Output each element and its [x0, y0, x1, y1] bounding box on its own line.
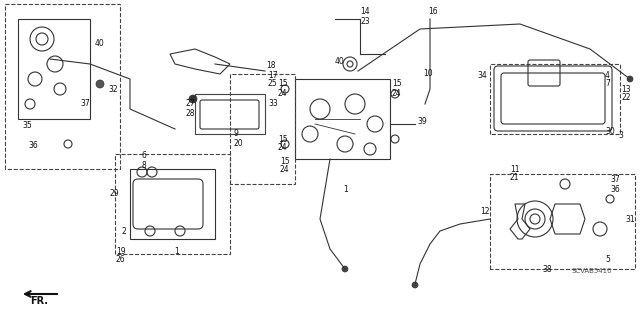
Text: 40: 40: [95, 40, 105, 48]
Text: 32: 32: [108, 85, 118, 93]
Text: 7: 7: [605, 79, 610, 88]
Text: 25: 25: [268, 79, 278, 88]
FancyArrowPatch shape: [25, 291, 57, 297]
Circle shape: [96, 80, 104, 88]
Text: 36: 36: [610, 184, 620, 194]
Text: 24: 24: [280, 166, 290, 174]
Text: 4: 4: [605, 71, 610, 80]
Text: 37: 37: [80, 100, 90, 108]
Text: 6: 6: [142, 152, 147, 160]
Text: 30: 30: [605, 127, 615, 136]
Text: 16: 16: [428, 8, 438, 17]
Text: 26: 26: [116, 256, 125, 264]
Circle shape: [627, 76, 633, 82]
Text: 11: 11: [510, 165, 520, 174]
Text: 19: 19: [116, 247, 125, 256]
Text: 1: 1: [343, 184, 348, 194]
Text: 34: 34: [477, 71, 487, 80]
Text: 8: 8: [142, 160, 147, 169]
Text: 20: 20: [233, 138, 243, 147]
Text: 35: 35: [22, 122, 32, 130]
Text: 37: 37: [610, 174, 620, 183]
Text: 5: 5: [605, 255, 610, 263]
Text: 18: 18: [266, 62, 275, 70]
Text: 15: 15: [278, 79, 287, 88]
Text: FR.: FR.: [30, 296, 48, 306]
Text: 23: 23: [360, 17, 370, 26]
Circle shape: [342, 266, 348, 272]
Text: 15: 15: [280, 157, 290, 166]
Text: 39: 39: [417, 116, 427, 125]
Text: 12: 12: [480, 206, 490, 216]
Text: 33: 33: [268, 100, 278, 108]
Circle shape: [189, 95, 197, 103]
Text: 21: 21: [510, 173, 520, 182]
Text: 13: 13: [621, 85, 630, 93]
Text: 2: 2: [121, 226, 125, 235]
Circle shape: [412, 282, 418, 288]
Text: 3: 3: [618, 131, 623, 140]
Text: 36: 36: [28, 142, 38, 151]
Text: 31: 31: [625, 214, 635, 224]
Text: 22: 22: [621, 93, 630, 102]
Text: 9: 9: [233, 130, 238, 138]
Text: 15: 15: [278, 135, 287, 144]
Text: 15: 15: [392, 79, 402, 88]
Text: 38: 38: [542, 264, 552, 273]
Text: 40: 40: [335, 56, 345, 65]
Text: 24: 24: [278, 144, 287, 152]
Text: 24: 24: [278, 88, 287, 98]
Text: 17: 17: [268, 70, 278, 79]
Text: SCVAB5410: SCVAB5410: [572, 268, 612, 274]
Text: 10: 10: [423, 70, 433, 78]
Text: 1: 1: [174, 247, 179, 256]
Text: 27: 27: [185, 100, 195, 108]
Text: 29: 29: [109, 189, 118, 198]
Text: 28: 28: [185, 108, 195, 117]
Text: 14: 14: [360, 6, 370, 16]
Text: 24: 24: [392, 88, 402, 98]
